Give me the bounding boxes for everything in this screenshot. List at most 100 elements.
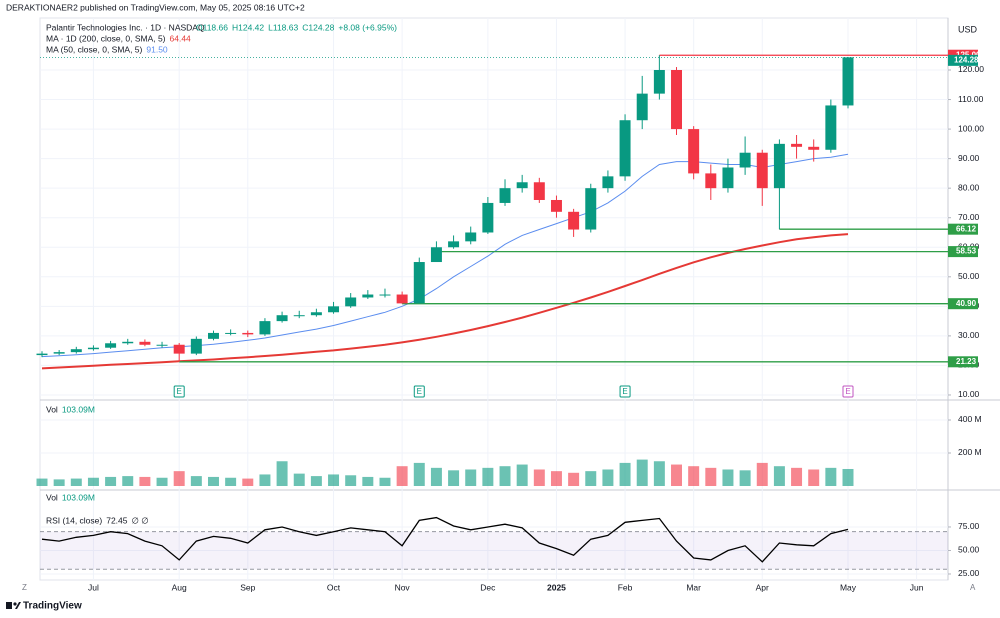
volume-bar [482, 467, 494, 486]
legend-value: 64.44 [170, 33, 192, 43]
candle-body [362, 294, 374, 298]
x-tick-label: Jul [88, 582, 99, 592]
candle-body [739, 152, 751, 168]
earnings-label: E [417, 387, 422, 396]
earnings-marker[interactable] [413, 385, 425, 398]
candle-body [465, 232, 477, 242]
candle-body [396, 294, 408, 304]
candle-body [413, 262, 425, 304]
legend-value: 91.50 [146, 44, 168, 54]
y-tick-label: 50.00 [958, 545, 980, 555]
candle-body [448, 241, 460, 248]
candle-body [585, 188, 597, 230]
y-tick-label: 400 M [958, 414, 982, 424]
earnings-label: E [177, 387, 182, 396]
candle-body [345, 297, 357, 307]
quote-value: +8.08 (+6.95%) [338, 22, 397, 32]
volume-bar [156, 477, 168, 486]
volume-bar [36, 478, 48, 486]
candle-body [293, 315, 305, 317]
candle-body [190, 338, 202, 354]
volume-bar [190, 476, 202, 486]
candle-body [791, 143, 803, 147]
candle-body [516, 182, 528, 189]
panel-label: Vol [46, 404, 58, 414]
y-tick-label: 120.00 [958, 64, 984, 74]
candle-body [379, 294, 391, 296]
x-tick-label: Mar [686, 582, 701, 592]
publisher: DERAKTIONAER2 published on TradingView.c… [6, 2, 305, 12]
candle-body [653, 69, 665, 94]
candle-body [825, 105, 837, 150]
candle-body [328, 306, 340, 313]
volume-bar [653, 461, 665, 486]
volume-bar [568, 472, 580, 486]
candle-body [310, 312, 322, 316]
volume-bar [396, 466, 408, 486]
volume-bar [808, 469, 820, 486]
x-tick-label: Jun [910, 582, 924, 592]
volume-bar [139, 476, 151, 486]
candle-body [259, 321, 271, 335]
x-tick-label: Dec [480, 582, 496, 592]
candle-body [602, 176, 614, 189]
y-tick-label: 110.00 [958, 94, 984, 104]
x-tick-label: Feb [618, 582, 633, 592]
moving-average [41, 233, 849, 370]
candle-body [722, 167, 734, 189]
earnings-marker[interactable] [173, 385, 185, 398]
earnings-label: E [845, 387, 850, 396]
earnings-marker[interactable] [619, 385, 631, 398]
logo: TradingView [6, 601, 82, 612]
y-tick-label: 100.00 [958, 123, 984, 133]
candle-body [139, 341, 151, 345]
candle-body [568, 211, 580, 230]
scale-toggle[interactable]: A [970, 583, 976, 592]
panel-value: 72.45 [106, 515, 128, 525]
branding: TradingView [23, 601, 82, 612]
volume-bar [430, 467, 442, 486]
volume-bar [465, 469, 477, 486]
volume-bar [173, 471, 185, 486]
quote-value: H124.42 [232, 22, 264, 32]
candle-body [842, 57, 854, 106]
legend-entry: MA (50, close, 0, SMA, 5) [46, 44, 143, 54]
candle-body [636, 93, 648, 121]
level-label: 125.00 [956, 50, 981, 59]
candle-body [53, 352, 65, 354]
volume-bar [448, 470, 460, 486]
candle-body [705, 173, 717, 189]
rsi-band [40, 531, 948, 570]
candle-body [242, 332, 254, 335]
volume-bar [293, 473, 305, 486]
level-tag [948, 246, 978, 258]
level-tag [948, 223, 978, 235]
volume-bar [516, 464, 528, 486]
volume-bar [756, 462, 768, 486]
candle-body [430, 247, 442, 263]
candle-body [533, 182, 545, 200]
quote-value: L118.63 [268, 22, 298, 32]
volume-bar [208, 476, 219, 486]
x-tick-label: 2025 [547, 582, 566, 592]
earnings-marker[interactable] [842, 385, 854, 398]
volume-bar [791, 467, 803, 486]
candle-body [671, 69, 682, 130]
volume-bar [825, 467, 837, 486]
volume-bar [276, 461, 288, 486]
x-tick-label: May [840, 582, 857, 592]
y-tick-label: 30.00 [958, 330, 980, 340]
volume-bar [122, 476, 134, 486]
level-tag [948, 298, 978, 310]
candle-body [70, 349, 82, 353]
y-tick-label: 70.00 [958, 212, 980, 222]
y-tick-label: 25.00 [958, 568, 980, 578]
volume-bar [345, 475, 357, 486]
volume-bar [362, 476, 374, 486]
volume-bar [550, 471, 562, 486]
volume-bar [533, 469, 545, 486]
volume-bar [379, 477, 391, 486]
quote-value: C124.28 [302, 22, 334, 32]
volume-bar [602, 469, 614, 486]
scale-toggle[interactable]: Z [22, 583, 27, 592]
